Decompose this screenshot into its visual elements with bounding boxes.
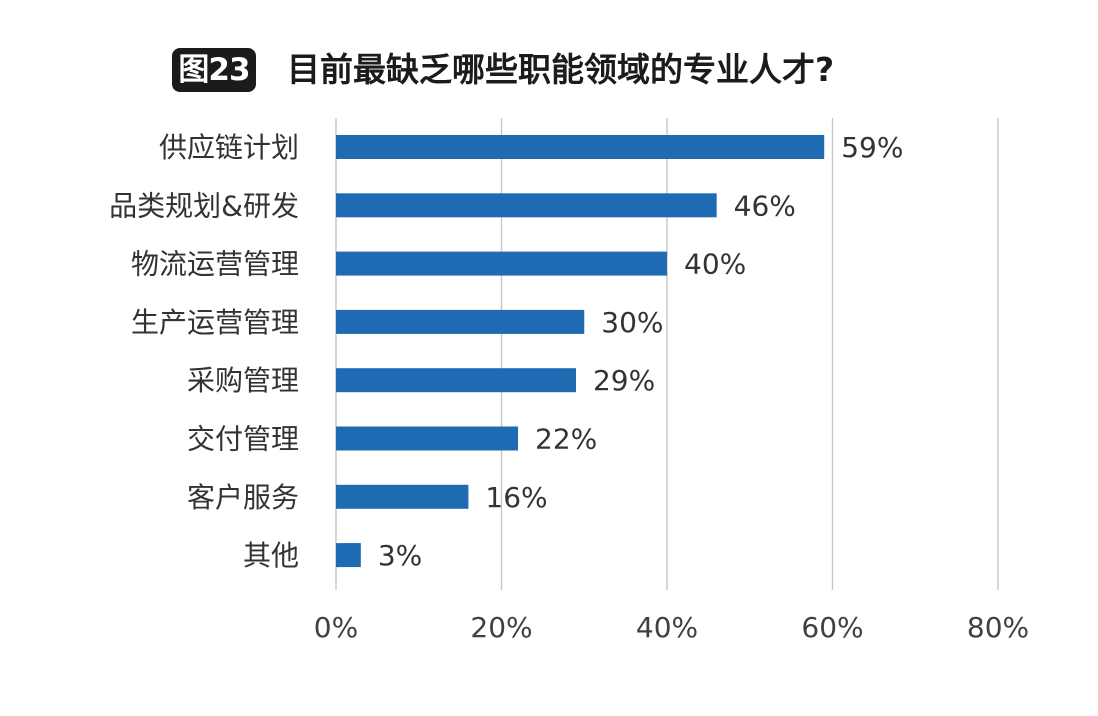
bar <box>336 309 585 334</box>
category-label: 供应链计划 <box>159 131 299 164</box>
chart-title: 目前最缺乏哪些职能领域的专业人才? <box>287 50 835 89</box>
value-label: 59% <box>841 131 903 164</box>
value-label: 16% <box>485 481 547 514</box>
bar <box>336 484 469 509</box>
figure-badge: 图23 <box>172 48 256 92</box>
grid-layer <box>335 118 999 590</box>
value-label: 40% <box>684 248 746 281</box>
x-tick-label: 60% <box>801 611 863 644</box>
bar <box>336 193 717 218</box>
category-label: 品类规划&研发 <box>109 189 299 222</box>
bar <box>336 368 576 393</box>
category-label: 交付管理 <box>187 423 299 456</box>
bar-layer <box>336 135 825 568</box>
x-tick-label: 40% <box>636 611 698 644</box>
value-label: 22% <box>535 423 597 456</box>
title-row: 图23 目前最缺乏哪些职能领域的专业人才? <box>0 38 1098 102</box>
x-tick-label: 0% <box>314 611 358 644</box>
x-tick-label: 80% <box>967 611 1029 644</box>
value-label: 46% <box>734 189 796 222</box>
bar <box>336 135 825 159</box>
category-label: 生产运营管理 <box>131 306 299 339</box>
value-label: 29% <box>593 364 655 397</box>
value-label: 3% <box>378 539 422 572</box>
label-layer: 0% 20% 40% 60% 80% 供应链计划 59% 品类规划&研发 46% 物流运营管理 40… <box>109 131 1029 644</box>
bar <box>336 426 519 451</box>
bar <box>336 543 361 568</box>
category-label: 其他 <box>243 539 299 572</box>
category-label: 物流运营管理 <box>131 248 299 281</box>
bar <box>336 251 667 276</box>
category-label: 客户服务 <box>187 481 299 514</box>
category-label: 采购管理 <box>187 364 299 397</box>
value-label: 30% <box>601 306 663 339</box>
x-tick-label: 20% <box>470 611 532 644</box>
